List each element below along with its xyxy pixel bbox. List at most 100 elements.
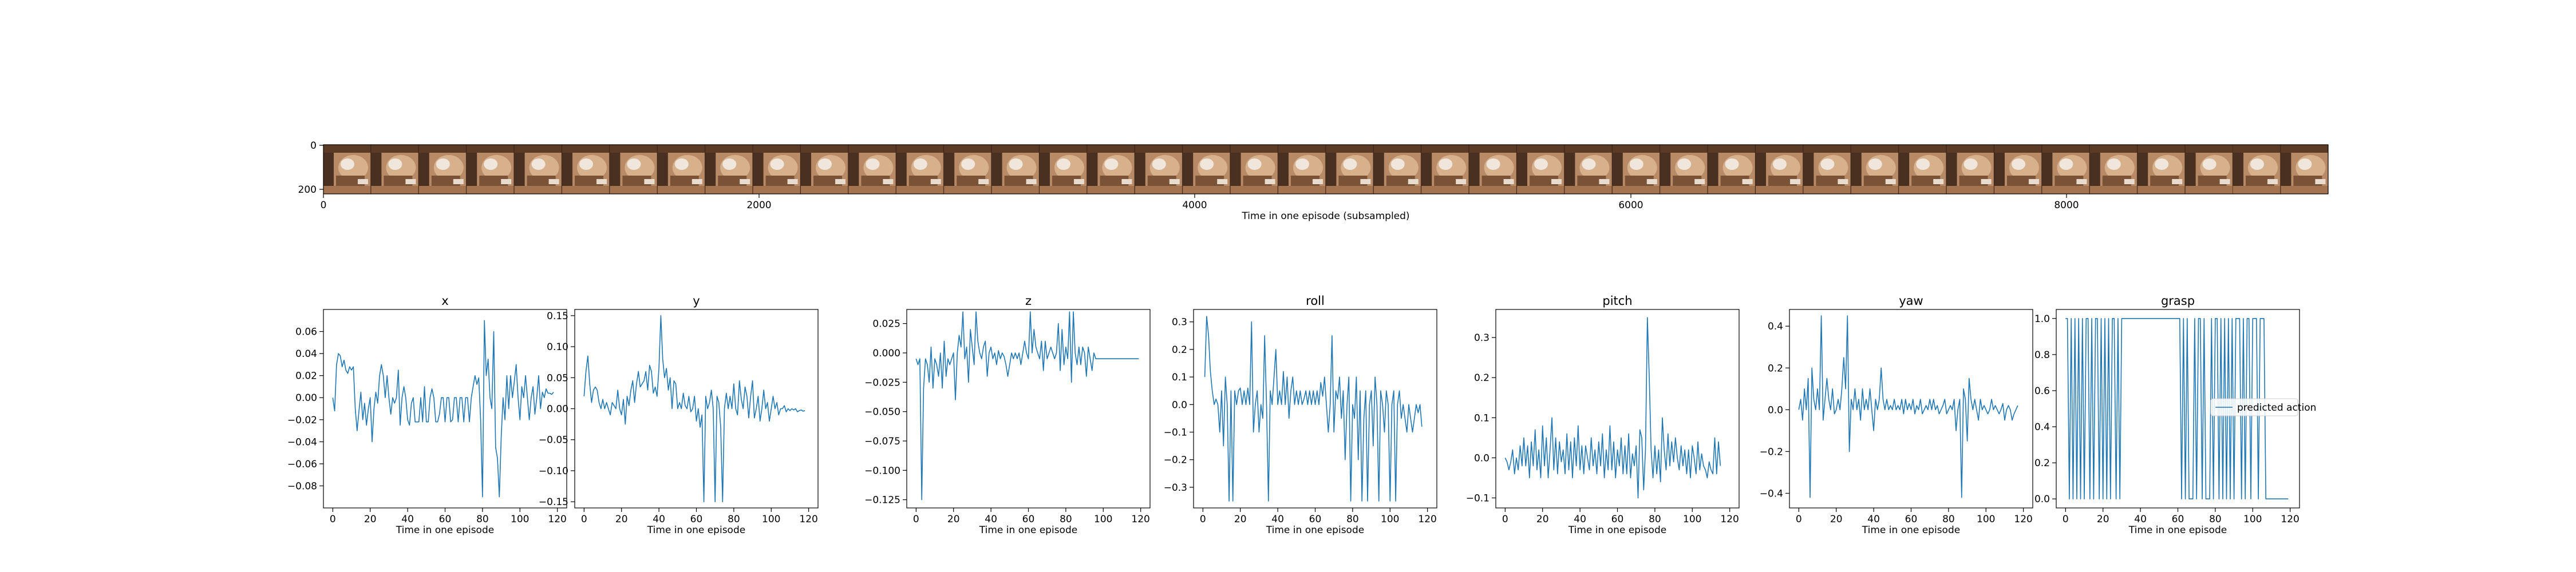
legend-label: predicted action [2237, 402, 2316, 414]
x-axis-label: Time in one episode [1862, 525, 1960, 536]
x-tick-label: 60 [1611, 514, 1624, 525]
y-tick-label: 0.4 [1768, 321, 1783, 332]
y-tick-label: 0.10 [547, 341, 568, 353]
x-tick-label: 60 [439, 514, 452, 525]
x-tick-label: 100 [762, 514, 780, 525]
series-line-roll [1204, 316, 1423, 502]
chart-title: pitch [1602, 294, 1632, 308]
plot-frame [323, 309, 567, 509]
series-line-x [332, 320, 554, 498]
x-tick-label: 100 [1094, 514, 1112, 525]
x-tick-label: 40 [985, 514, 997, 525]
y-tick-label: 0.2 [1474, 372, 1490, 384]
chart-grasp-panel: grasp 0 20 40 60 80 100 120 Time in one episode 0… [2034, 294, 2316, 536]
y-tick-label: 0.2 [2034, 458, 2050, 469]
chart-pitch-panel: pitch 0 20 40 60 80 100 120 Time in one episode −… [1466, 294, 1740, 536]
x-tick-label: 40 [653, 514, 665, 525]
x-tick-label: 0 [1502, 514, 1508, 525]
y-tick-label: 1.0 [2034, 313, 2050, 325]
y-tick-label: 0.04 [295, 348, 317, 360]
y-tick-label: 0.1 [1172, 372, 1187, 383]
y-tick-label: 0.0 [1474, 452, 1490, 464]
y-tick-label: −0.10 [539, 466, 568, 477]
x-tick-label: 100 [1381, 514, 1399, 525]
x-tick-label: 0 [913, 514, 919, 525]
x-tick-label: 100 [1683, 514, 1701, 525]
legend-box [2210, 398, 2298, 416]
y-tick-label: 0.8 [2034, 349, 2050, 361]
filmstrip-panel: 0 2000 4000 6000 8000 Time in one episod… [298, 140, 2329, 222]
x-tick-label: 20 [1536, 514, 1549, 525]
x-tick-label: 0 [2063, 514, 2069, 525]
y-tick-label: 0.02 [295, 371, 317, 382]
x-tick-label: 80 [1346, 514, 1359, 525]
x-tick-label: 20 [947, 514, 960, 525]
series-line-pitch [1504, 317, 1721, 499]
y-tick-label: −0.3 [1164, 482, 1187, 494]
x-tick-label: 20 [364, 514, 377, 525]
x-tick-label: 2000 [746, 200, 771, 211]
series-line-y [583, 315, 805, 503]
legend: predicted action [2210, 398, 2316, 416]
x-tick-label: 120 [548, 514, 566, 525]
x-tick-label: 6000 [1618, 200, 1643, 211]
y-tick-label: 200 [298, 184, 317, 196]
x-tick-label: 120 [2281, 514, 2299, 525]
chart-roll-panel: roll 0 20 40 60 80 100 120 Time in one episode −0… [1164, 294, 1437, 536]
chart-title: roll [1306, 294, 1325, 308]
y-tick-label: 0.2 [1172, 344, 1187, 356]
series-line-z [915, 311, 1139, 500]
x-tick-label: 20 [615, 514, 628, 525]
y-tick-label: 0.00 [547, 404, 568, 415]
x-tick-label: 0 [1200, 514, 1206, 525]
x-tick-label: 80 [476, 514, 489, 525]
y-tick-label: −0.100 [864, 465, 900, 476]
y-tick-label: −0.02 [287, 415, 317, 426]
x-tick-label: 120 [1418, 514, 1436, 525]
y-tick-label: 0.025 [872, 319, 900, 330]
x-tick-label: 8000 [2054, 200, 2079, 211]
y-tick-label: −0.1 [1466, 492, 1490, 504]
x-tick-label: 40 [1574, 514, 1586, 525]
plot-frame [2056, 309, 2300, 509]
chart-title: grasp [2161, 294, 2195, 308]
filmstrip-x-axis: 0 2000 4000 6000 8000 Time in one episod… [321, 194, 2079, 222]
x-tick-label: 60 [1905, 514, 1918, 525]
y-tick-label: 0.0 [1768, 404, 1783, 416]
x-tick-label: 120 [2014, 514, 2032, 525]
x-tick-label: 80 [1060, 514, 1072, 525]
chart-y-panel: y 0 20 40 60 80 100 120 Time in one episode −0.15… [539, 294, 819, 536]
x-tick-label: 100 [511, 514, 529, 525]
y-tick-label: 0.6 [2034, 386, 2050, 397]
y-tick-label: −0.4 [1760, 488, 1783, 499]
y-tick-label: −0.050 [864, 407, 900, 418]
y-tick-label: −0.2 [1760, 446, 1783, 458]
x-tick-label: 100 [2243, 514, 2262, 525]
chart-title: y [693, 294, 700, 308]
plot-frame [1193, 309, 1437, 509]
x-tick-label: 0 [581, 514, 587, 525]
y-tick-label: 0.0 [2034, 494, 2050, 505]
y-tick-label: −0.04 [287, 436, 317, 448]
y-tick-label: −0.2 [1164, 455, 1187, 466]
x-tick-label: 40 [1271, 514, 1284, 525]
x-tick-label: 20 [2097, 514, 2109, 525]
y-tick-label: −0.08 [287, 480, 317, 492]
y-tick-label: −0.025 [864, 377, 900, 388]
x-tick-label: 100 [1977, 514, 1995, 525]
x-axis-label: Time in one episode [647, 525, 745, 536]
chart-z-panel: z 0 20 40 60 80 100 120 Time in one episode −0.12… [864, 294, 1151, 536]
action-panels: x 0 20 40 60 80 100 120 Time in one episode −0.08… [287, 294, 2316, 536]
y-tick-label: 0 [310, 140, 317, 152]
y-tick-label: −0.075 [864, 436, 900, 447]
x-axis-label: Time in one episode [1568, 525, 1666, 536]
x-axis-label: Time in one episode [1266, 525, 1364, 536]
x-tick-label: 120 [1720, 514, 1739, 525]
chart-title: z [1025, 294, 1032, 308]
x-tick-label: 60 [1309, 514, 1322, 525]
y-tick-label: −0.05 [539, 435, 568, 446]
plot-frame [1495, 309, 1740, 509]
x-tick-label: 0 [330, 514, 336, 525]
y-tick-label: 0.05 [547, 372, 568, 384]
x-tick-label: 40 [1867, 514, 1880, 525]
